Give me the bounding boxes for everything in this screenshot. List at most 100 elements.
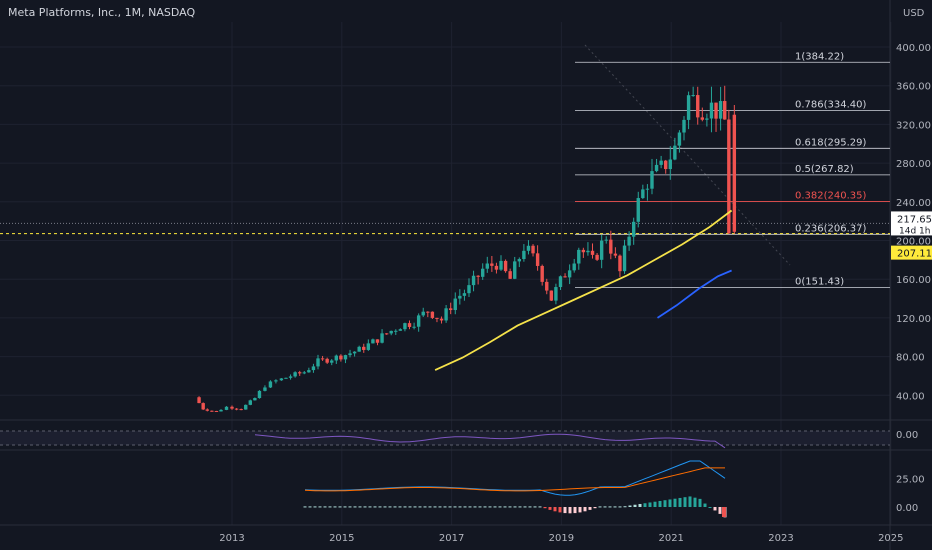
macd-histogram-bar	[618, 506, 622, 508]
macd-histogram-bar	[468, 506, 472, 508]
time-tick-label: 2017	[439, 533, 464, 544]
macd-histogram-bar	[653, 501, 657, 507]
candle-body	[709, 102, 714, 119]
candle-body	[448, 308, 453, 311]
candle-body	[531, 245, 535, 254]
candle-body	[325, 358, 329, 363]
candle-body	[494, 265, 499, 270]
macd-histogram-bar	[318, 506, 322, 508]
candle-body	[714, 102, 718, 119]
macd-histogram-bar	[563, 507, 567, 514]
candle-body	[664, 160, 668, 170]
candle-body	[407, 323, 412, 327]
candle-body	[311, 366, 316, 371]
candle-body	[352, 351, 357, 354]
candle-body	[380, 333, 384, 343]
macd-histogram-bar	[478, 506, 482, 508]
macd-histogram-bar	[543, 507, 547, 509]
candle-body	[641, 189, 645, 199]
candle-body	[595, 254, 599, 260]
candle-body	[517, 259, 522, 262]
candle-body	[412, 326, 416, 328]
candle-body	[389, 330, 393, 334]
price-tick-label: 40.00	[896, 391, 925, 402]
candle-body	[549, 290, 554, 301]
macd-histogram-bar	[573, 507, 577, 514]
time-tick-label: 2023	[768, 533, 793, 544]
macd-histogram-bar	[513, 506, 517, 508]
candle-body	[613, 253, 618, 256]
candle-body	[627, 236, 631, 246]
candle-body	[554, 287, 558, 301]
candle-body	[705, 118, 709, 120]
candle-body	[398, 329, 403, 331]
candle-body	[205, 409, 209, 411]
candle-body	[686, 95, 691, 120]
macd-histogram-bar	[353, 506, 357, 508]
candle-body	[558, 276, 563, 288]
candle-body	[230, 406, 234, 409]
last-price-tag	[891, 211, 932, 236]
candle-body	[371, 339, 375, 344]
candle-body	[339, 355, 343, 360]
macd-histogram-bar	[608, 506, 612, 508]
candle-body	[535, 253, 540, 266]
macd-signal-line	[304, 467, 725, 492]
price-tick-label: 360.00	[896, 82, 931, 93]
macd-histogram-bar	[688, 496, 692, 507]
macd-histogram-bar	[578, 507, 582, 513]
candle-body	[650, 171, 654, 189]
candle-body	[224, 406, 229, 410]
candle-body	[631, 221, 636, 237]
macd-histogram-bar	[388, 506, 392, 508]
candle-body	[508, 271, 512, 279]
macd-line	[304, 460, 726, 496]
candle-body	[467, 285, 471, 294]
macd-histogram-bar	[583, 507, 587, 512]
candle-body	[471, 275, 476, 286]
candle-body	[490, 263, 494, 266]
macd-histogram-bar	[383, 506, 387, 508]
candle-body	[526, 245, 531, 251]
macd-histogram-bar	[663, 500, 667, 507]
candle-body	[723, 101, 727, 120]
fib-level-label: 1(384.22)	[795, 51, 844, 62]
fib-level-label: 0.786(334.40)	[795, 99, 867, 110]
macd-histogram-bar	[408, 506, 412, 508]
candle-body	[197, 397, 201, 404]
macd-histogram-bar	[363, 506, 367, 508]
candle-body	[384, 333, 389, 335]
candle-body	[659, 160, 663, 165]
price-tick-label: 80.00	[896, 353, 925, 364]
price-tick-label: 200.00	[896, 237, 931, 248]
macd-histogram-bar	[423, 506, 427, 508]
candle-body	[682, 119, 686, 133]
macd-histogram-bar	[643, 503, 647, 507]
candle-body	[375, 339, 380, 343]
candle-body	[274, 380, 278, 382]
current-price-value: 207.11	[897, 249, 932, 260]
time-tick-label: 2015	[329, 533, 354, 544]
chart-title: Meta Platforms, Inc., 1M, NASDAQ	[8, 6, 196, 19]
candle-body	[439, 318, 444, 321]
last-price-value: 217.65	[897, 214, 932, 225]
macd-histogram-bar	[673, 498, 677, 507]
macd-histogram-bar	[433, 506, 437, 508]
macd-histogram-bar	[393, 506, 397, 508]
candle-body	[718, 101, 723, 119]
candle-body	[279, 378, 284, 381]
candle-body	[599, 240, 604, 260]
candle-body	[522, 250, 526, 260]
macd-histogram-bar	[693, 497, 697, 507]
candle-body	[691, 95, 695, 97]
candle-body	[320, 358, 325, 360]
candle-body	[462, 293, 467, 296]
price-tick-label: 240.00	[896, 198, 931, 209]
candle-body	[293, 372, 297, 377]
price-tick-label: 0.00	[896, 430, 918, 441]
candle-body	[288, 376, 293, 378]
candle-body	[673, 145, 677, 160]
macd-histogram-bar	[303, 506, 307, 508]
macd-histogram-bar	[458, 506, 462, 508]
